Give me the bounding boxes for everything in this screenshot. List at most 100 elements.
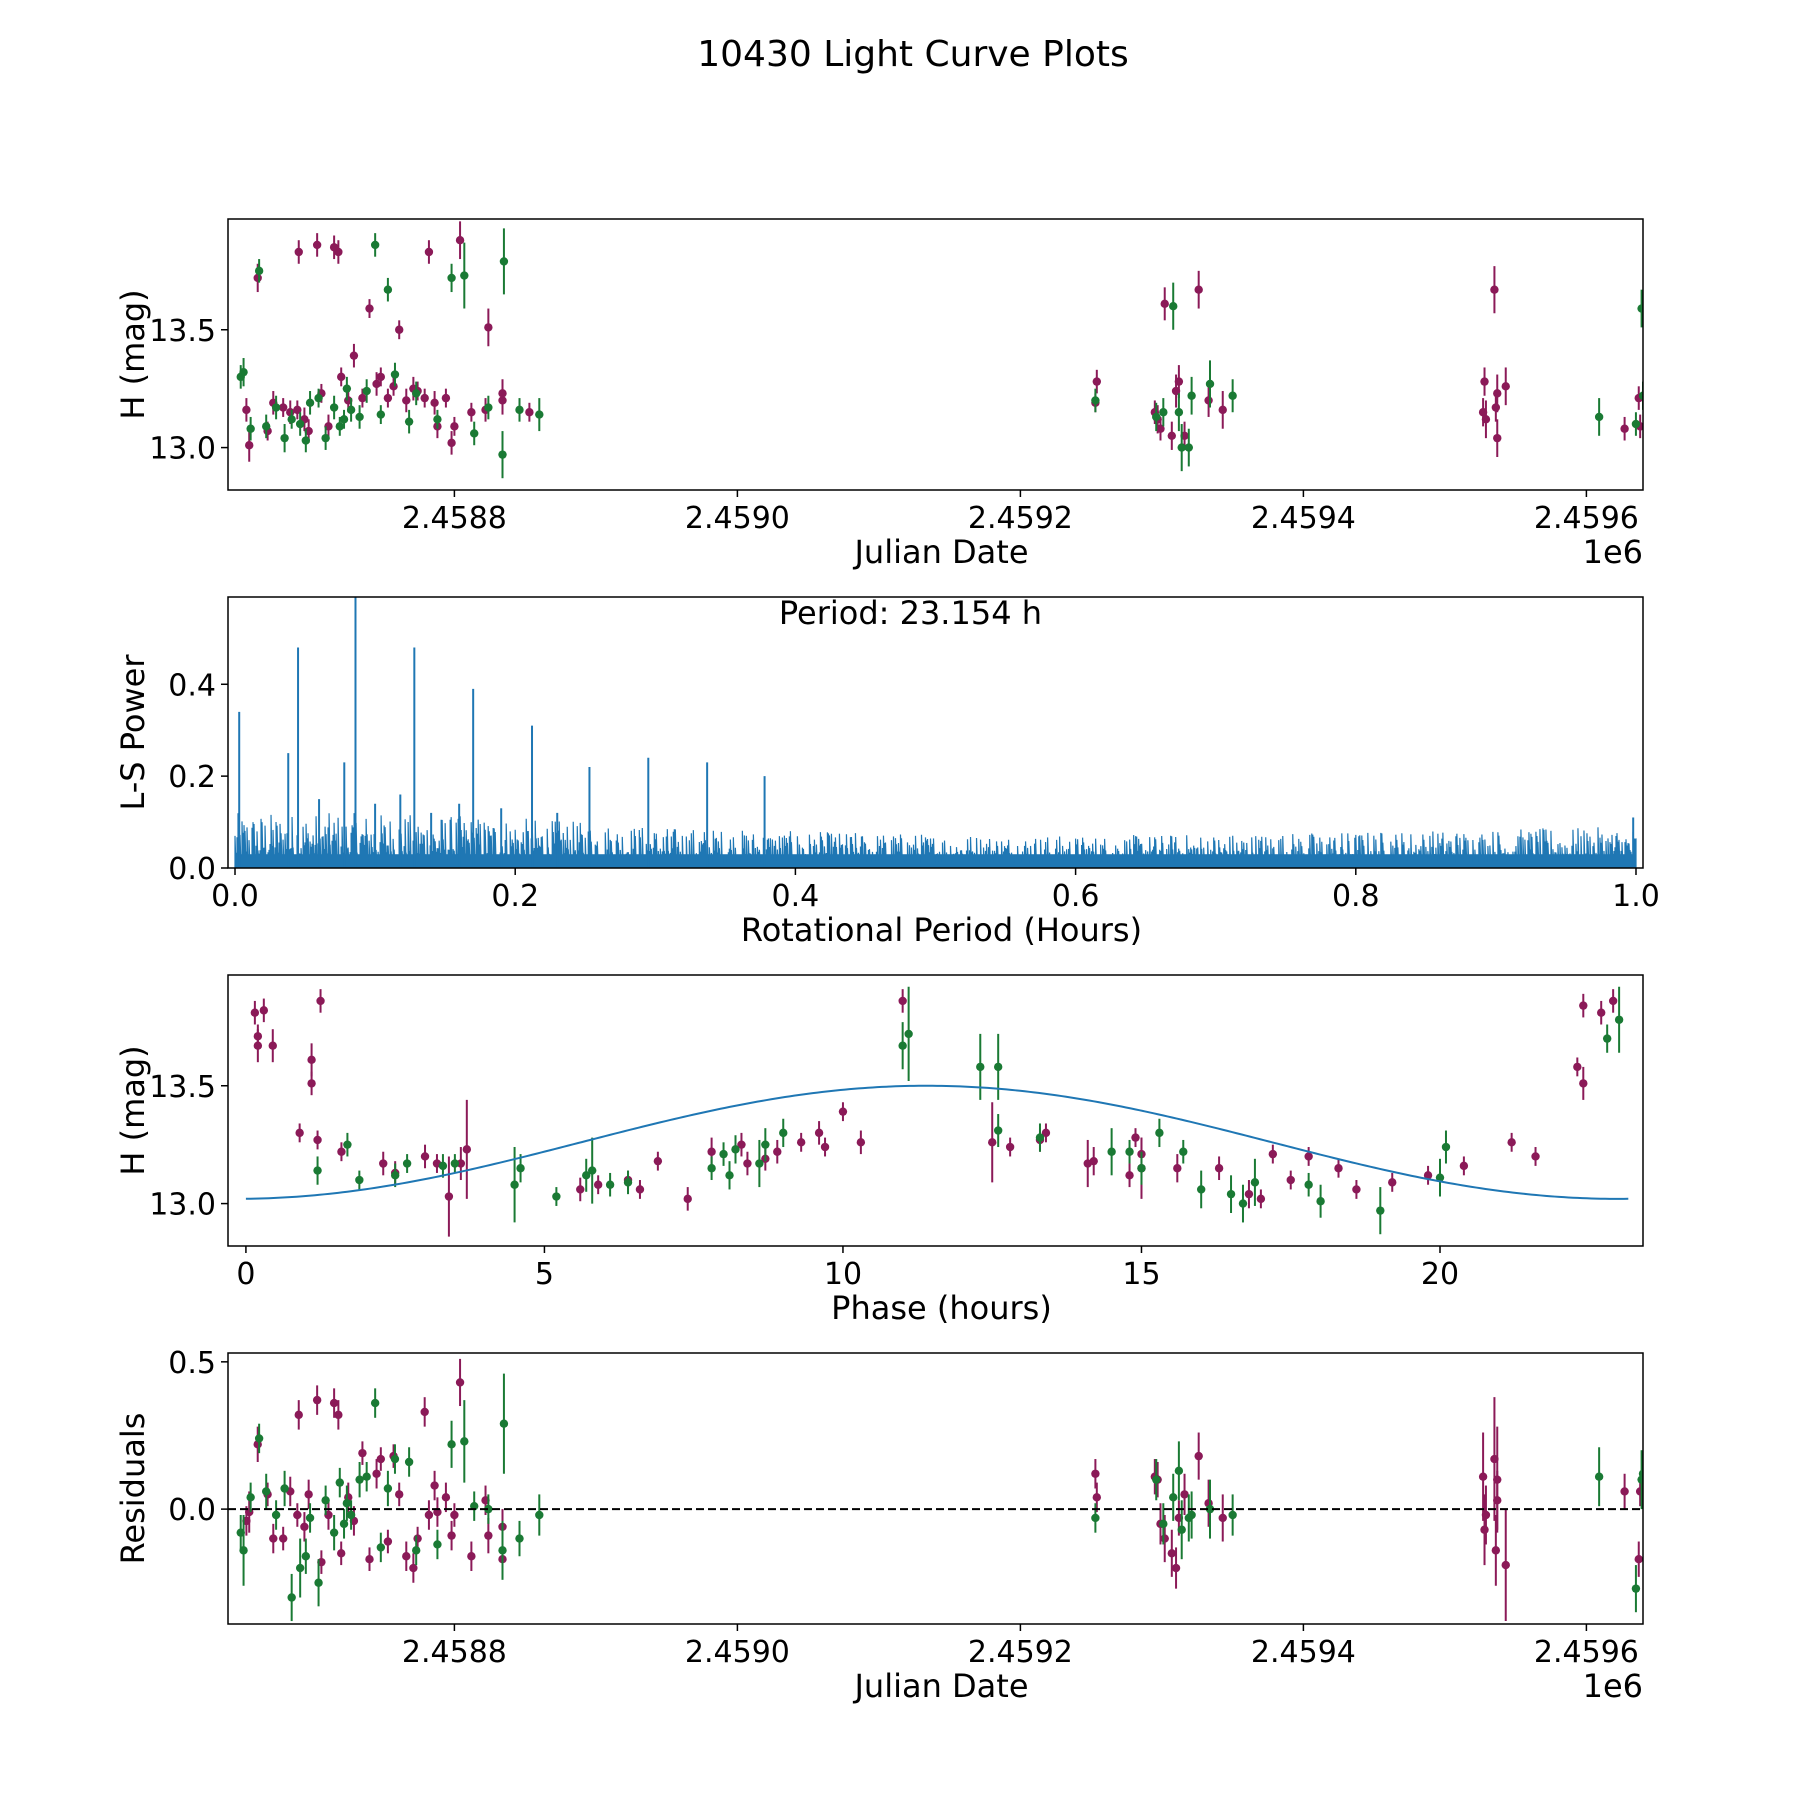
data-point bbox=[316, 996, 325, 1006]
data-point bbox=[1579, 1001, 1588, 1010]
data-point bbox=[239, 367, 248, 377]
data-point bbox=[1167, 431, 1177, 440]
data-point bbox=[342, 384, 352, 393]
data-point bbox=[1160, 299, 1169, 309]
ax0-plot-area bbox=[236, 221, 1643, 479]
data-point bbox=[424, 1510, 434, 1520]
panel-light-curve: 2.4588 2.4590 2.4592 2.4594 2.4596 13.0 13.5 Ju… bbox=[114, 218, 1644, 571]
data-point bbox=[402, 396, 411, 405]
data-point bbox=[1638, 1469, 1643, 1478]
data-point bbox=[390, 1454, 400, 1464]
data-point bbox=[314, 1578, 323, 1587]
data-point bbox=[576, 1185, 585, 1194]
data-point bbox=[321, 433, 330, 443]
data-point bbox=[329, 1398, 339, 1408]
data-point bbox=[1638, 391, 1643, 400]
data-point bbox=[447, 273, 456, 283]
data-point bbox=[339, 1519, 349, 1529]
data-point bbox=[390, 370, 400, 379]
ax3-xtick-label: 2.4588 bbox=[402, 1635, 507, 1670]
data-point bbox=[605, 1180, 615, 1189]
data-point bbox=[1631, 1584, 1641, 1593]
data-point bbox=[294, 1410, 303, 1420]
data-point bbox=[253, 273, 262, 283]
data-point bbox=[1125, 1171, 1134, 1180]
ax3-ytick-label: 0.5 bbox=[168, 1346, 216, 1381]
data-point bbox=[814, 1128, 824, 1138]
data-point bbox=[456, 1159, 466, 1168]
data-point bbox=[1250, 1178, 1260, 1187]
data-point bbox=[1614, 1015, 1624, 1024]
data-point bbox=[1169, 301, 1178, 311]
data-point bbox=[510, 1180, 519, 1189]
data-point bbox=[1376, 1206, 1385, 1215]
period-annotation: Period: 23.154 h bbox=[779, 594, 1042, 632]
data-point bbox=[424, 247, 434, 257]
data-point bbox=[796, 1138, 806, 1147]
data-point bbox=[535, 1510, 544, 1520]
data-point bbox=[719, 1149, 728, 1159]
data-point bbox=[1091, 1469, 1100, 1478]
data-point bbox=[395, 325, 404, 334]
ax2-xtick-label: 20 bbox=[1421, 1257, 1459, 1292]
ax1-xlabel: Rotational Period (Hours) bbox=[741, 911, 1142, 949]
data-point bbox=[1493, 389, 1502, 398]
ax1-xtick-label: 0.0 bbox=[211, 879, 259, 914]
data-point bbox=[1435, 1173, 1445, 1182]
data-point bbox=[355, 1175, 364, 1185]
data-point bbox=[254, 1434, 264, 1443]
data-point bbox=[460, 1437, 469, 1446]
data-point bbox=[242, 405, 251, 415]
data-point bbox=[358, 1448, 367, 1458]
data-point bbox=[395, 1490, 404, 1499]
ax2-xtick-label: 15 bbox=[1122, 1257, 1160, 1292]
data-point bbox=[295, 419, 305, 429]
ax2-xtick-label: 0 bbox=[236, 1257, 255, 1292]
data-point bbox=[1194, 285, 1203, 294]
ax1-ylabel: L-S Power bbox=[114, 654, 152, 811]
data-point bbox=[623, 1178, 633, 1187]
data-point bbox=[1107, 1147, 1116, 1156]
data-point bbox=[362, 1472, 371, 1481]
ax2-ylabel: H (mag) bbox=[114, 1045, 152, 1175]
figure-title: 10430 Light Curve Plots bbox=[697, 34, 1129, 75]
data-point bbox=[499, 1419, 509, 1428]
ax2-xtick-label: 10 bbox=[824, 1257, 862, 1292]
data-point bbox=[420, 1407, 429, 1417]
data-point bbox=[1169, 1493, 1178, 1502]
data-point bbox=[820, 1142, 830, 1152]
data-point bbox=[1205, 1504, 1215, 1514]
ax0-xlabel: Julian Date bbox=[852, 533, 1028, 571]
data-point bbox=[383, 1484, 393, 1493]
data-point bbox=[993, 1126, 1003, 1135]
data-point bbox=[761, 1140, 770, 1149]
data-point bbox=[280, 433, 289, 443]
data-point bbox=[280, 1484, 289, 1493]
ax3-x-offset-label: 1e6 bbox=[1583, 1667, 1643, 1705]
data-point bbox=[755, 1159, 764, 1168]
data-point bbox=[312, 240, 322, 250]
data-point bbox=[1493, 433, 1502, 443]
data-point bbox=[1204, 396, 1213, 405]
data-point bbox=[1352, 1185, 1361, 1194]
data-point bbox=[904, 1029, 913, 1039]
data-point bbox=[498, 450, 507, 459]
ax0-x-offset-label: 1e6 bbox=[1583, 533, 1643, 571]
data-point bbox=[1620, 1487, 1629, 1496]
series-filter-1 bbox=[250, 989, 1618, 1237]
data-point bbox=[707, 1147, 716, 1156]
data-point bbox=[411, 1546, 421, 1555]
series-filter-1 bbox=[242, 1358, 1643, 1622]
data-point bbox=[1480, 1525, 1489, 1534]
ax1-xtick-label: 0.8 bbox=[1332, 879, 1380, 914]
periodogram-line bbox=[234, 813, 1637, 868]
series-filter-2 bbox=[236, 228, 1643, 479]
data-point bbox=[1152, 412, 1161, 422]
data-point bbox=[1256, 1194, 1266, 1204]
data-point bbox=[499, 257, 509, 266]
data-point bbox=[389, 382, 398, 391]
ax0-xtick-label: 2.4592 bbox=[968, 501, 1073, 536]
ax2-xlabel: Phase (hours) bbox=[831, 1289, 1052, 1327]
